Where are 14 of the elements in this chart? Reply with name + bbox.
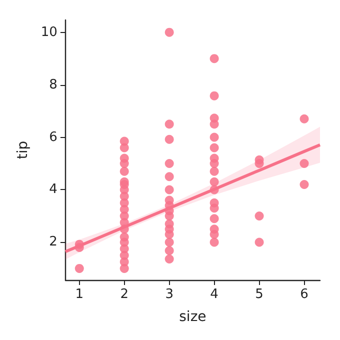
line-series [64, 143, 322, 254]
x-tick-label: 6 [300, 287, 308, 302]
y-tick-label: 8 [49, 77, 58, 92]
y-tick-label: 6 [49, 130, 58, 145]
x-tick-label: 5 [255, 287, 264, 302]
y-axis-title: tip [15, 140, 31, 160]
y-tick-label: 2 [49, 234, 58, 250]
x-axis-title: size [179, 309, 206, 325]
x-tick-label: 3 [165, 287, 174, 302]
x-tick-label: 2 [120, 287, 128, 302]
y-tick-label: 4 [49, 182, 58, 198]
y-tick-label: 10 [40, 24, 58, 40]
x-tick-label: 4 [210, 287, 218, 302]
x-tick-label: 1 [75, 287, 84, 302]
